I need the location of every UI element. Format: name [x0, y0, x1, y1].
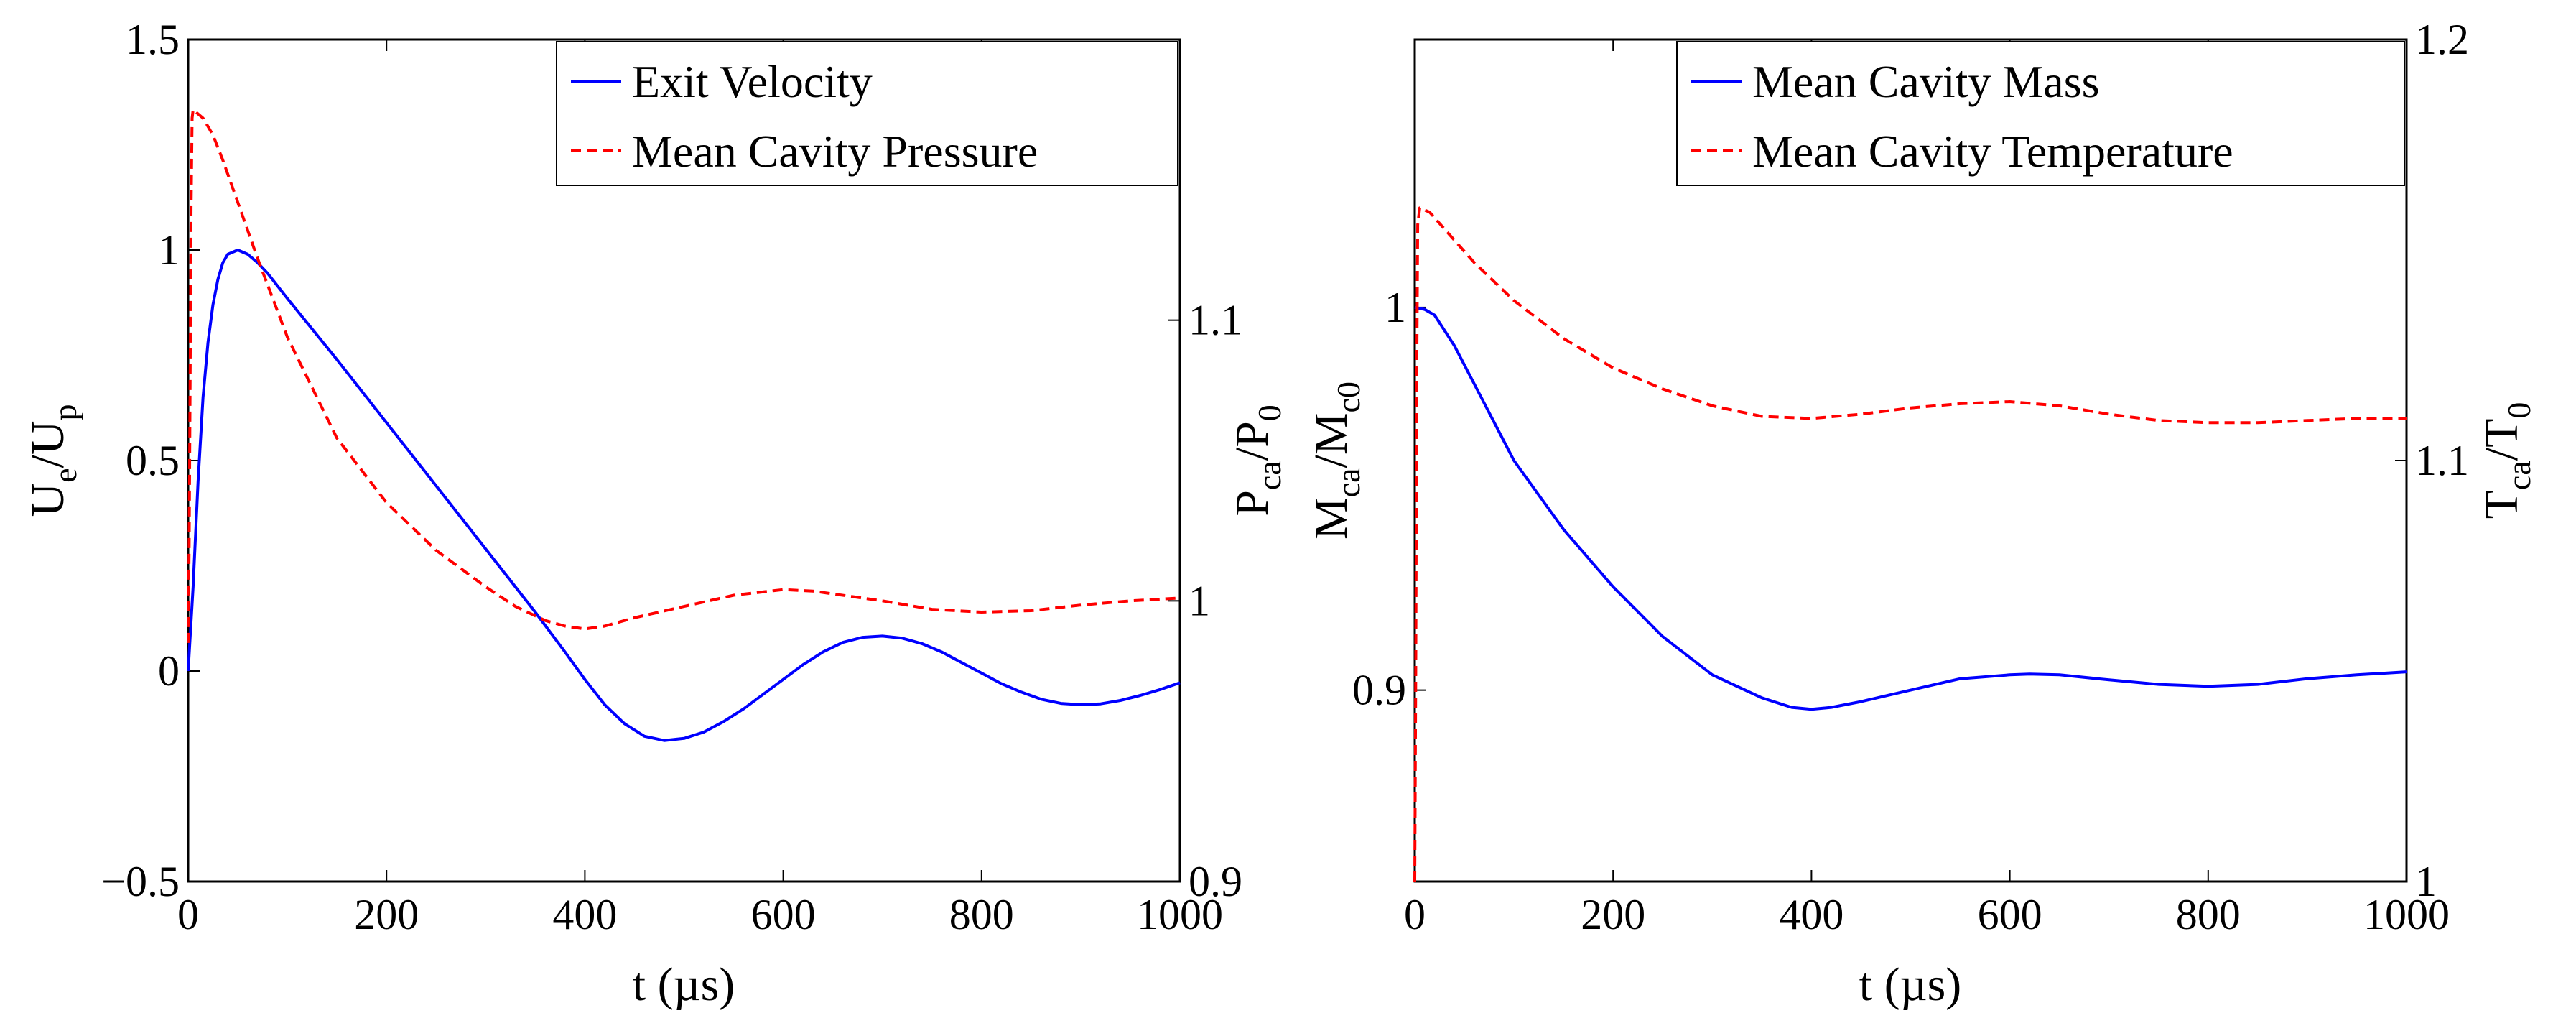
- left-y-axis-label: Ue/Up: [22, 404, 83, 517]
- right-y2-tick-label: 1.1: [2415, 437, 2469, 484]
- left-y-label-main: U: [22, 483, 74, 517]
- right-y-tick-label: 0.9: [1352, 667, 1406, 714]
- left-y-label-sub2: p: [47, 404, 83, 420]
- right-y2-label-mid: /T: [2475, 419, 2528, 461]
- left-series: [187, 108, 1181, 742]
- left-y2-label-sub2: 0: [1251, 404, 1288, 421]
- right-legend-label-mean-cavity-temperature: Mean Cavity Temperature: [1752, 126, 2233, 177]
- left-legend-label-exit-velocity: Exit Velocity: [632, 56, 873, 107]
- left-y2-tick-label: 1.1: [1189, 297, 1242, 344]
- right-legend: Mean Cavity Mass Mean Cavity Temperature: [1676, 41, 2405, 186]
- right-y-label-sub2: c0: [1330, 381, 1367, 412]
- left-legend-label-mean-cavity-pressure: Mean Cavity Pressure: [632, 126, 1038, 177]
- left-x-tick-label: 600: [751, 891, 816, 938]
- left-legend-box: [556, 41, 1178, 186]
- left-y-tick-label: 1.5: [126, 16, 180, 63]
- left-x-tick-label: 800: [949, 891, 1014, 938]
- left-x-tick-label: 200: [354, 891, 419, 938]
- left-y2-label-main: P: [1226, 490, 1278, 517]
- right-y-tick-label: 1: [1385, 284, 1406, 331]
- left-y-label-mid: /U: [22, 420, 74, 468]
- right-legend-label-mean-cavity-mass: Mean Cavity Mass: [1752, 56, 2100, 107]
- right-y2-label-sub2: 0: [2501, 402, 2537, 419]
- right-y-label-sub1: ca: [1330, 468, 1367, 497]
- right-y2-axis-label: Tca/T0: [2475, 402, 2537, 519]
- right-x-tick-label: 0: [1404, 891, 1426, 938]
- left-y2-tick-label: 1: [1189, 577, 1210, 624]
- left-x-tick-label: 0: [177, 891, 199, 938]
- left-x-axis-label: t (µs): [633, 958, 735, 1011]
- left-legend: Exit Velocity Mean Cavity Pressure: [556, 41, 1178, 186]
- left-y2-label-sub1: ca: [1251, 461, 1288, 490]
- left-chart: 0 200 400 600 800 1000−0.500.511.50.911.1 t (…: [22, 16, 1288, 1011]
- right-y2-label-main: T: [2475, 490, 2528, 519]
- right-x-tick-label: 200: [1581, 891, 1645, 938]
- left-y-tick-label: −0.5: [101, 858, 180, 905]
- right-y-axis-label: Mca/Mc0: [1305, 381, 1367, 540]
- left-y-tick-label: 0.5: [126, 437, 180, 484]
- right-x-tick-label: 400: [1779, 891, 1843, 938]
- left-y-tick-label: 1: [158, 226, 180, 274]
- left-y2-tick-label: 0.9: [1189, 858, 1242, 905]
- left-y2-axis-label: Pca/P0: [1226, 404, 1288, 517]
- right-x-tick-label: 1000: [2363, 891, 2450, 938]
- right-x-tick-label: 800: [2176, 891, 2241, 938]
- right-y2-label-sub1: ca: [2501, 461, 2537, 490]
- left-y-label-sub1: e: [47, 468, 83, 482]
- left-y2-label-mid: /P: [1226, 421, 1278, 461]
- left-ticks: 0 200 400 600 800 1000−0.500.511.50.911.1: [101, 16, 1242, 938]
- left-series-exit-velocity: [187, 249, 1181, 742]
- left-y-tick-label: 0: [158, 647, 180, 695]
- right-y2-tick-label: 1.2: [2415, 16, 2469, 63]
- right-x-tick-label: 600: [1978, 891, 2042, 938]
- right-legend-box: [1676, 41, 2405, 186]
- right-y-label-mid: /M: [1305, 412, 1357, 468]
- right-series-mean-cavity-temperature: [1413, 206, 2407, 882]
- left-series-mean-cavity-pressure: [187, 108, 1181, 643]
- left-x-tick-label: 400: [552, 891, 617, 938]
- right-series-mean-cavity-mass: [1414, 305, 2407, 711]
- left-x-tick-label: 1000: [1137, 891, 1223, 938]
- right-y-label-main: M: [1305, 497, 1357, 540]
- right-series: [1413, 206, 2407, 882]
- right-ticks: 0 200 400 600 800 1000 0.9 1 1 1.1 1.2: [1352, 16, 2469, 938]
- right-x-axis-label: t (µs): [1859, 958, 1962, 1011]
- right-y2-tick-label: 1: [2415, 858, 2437, 905]
